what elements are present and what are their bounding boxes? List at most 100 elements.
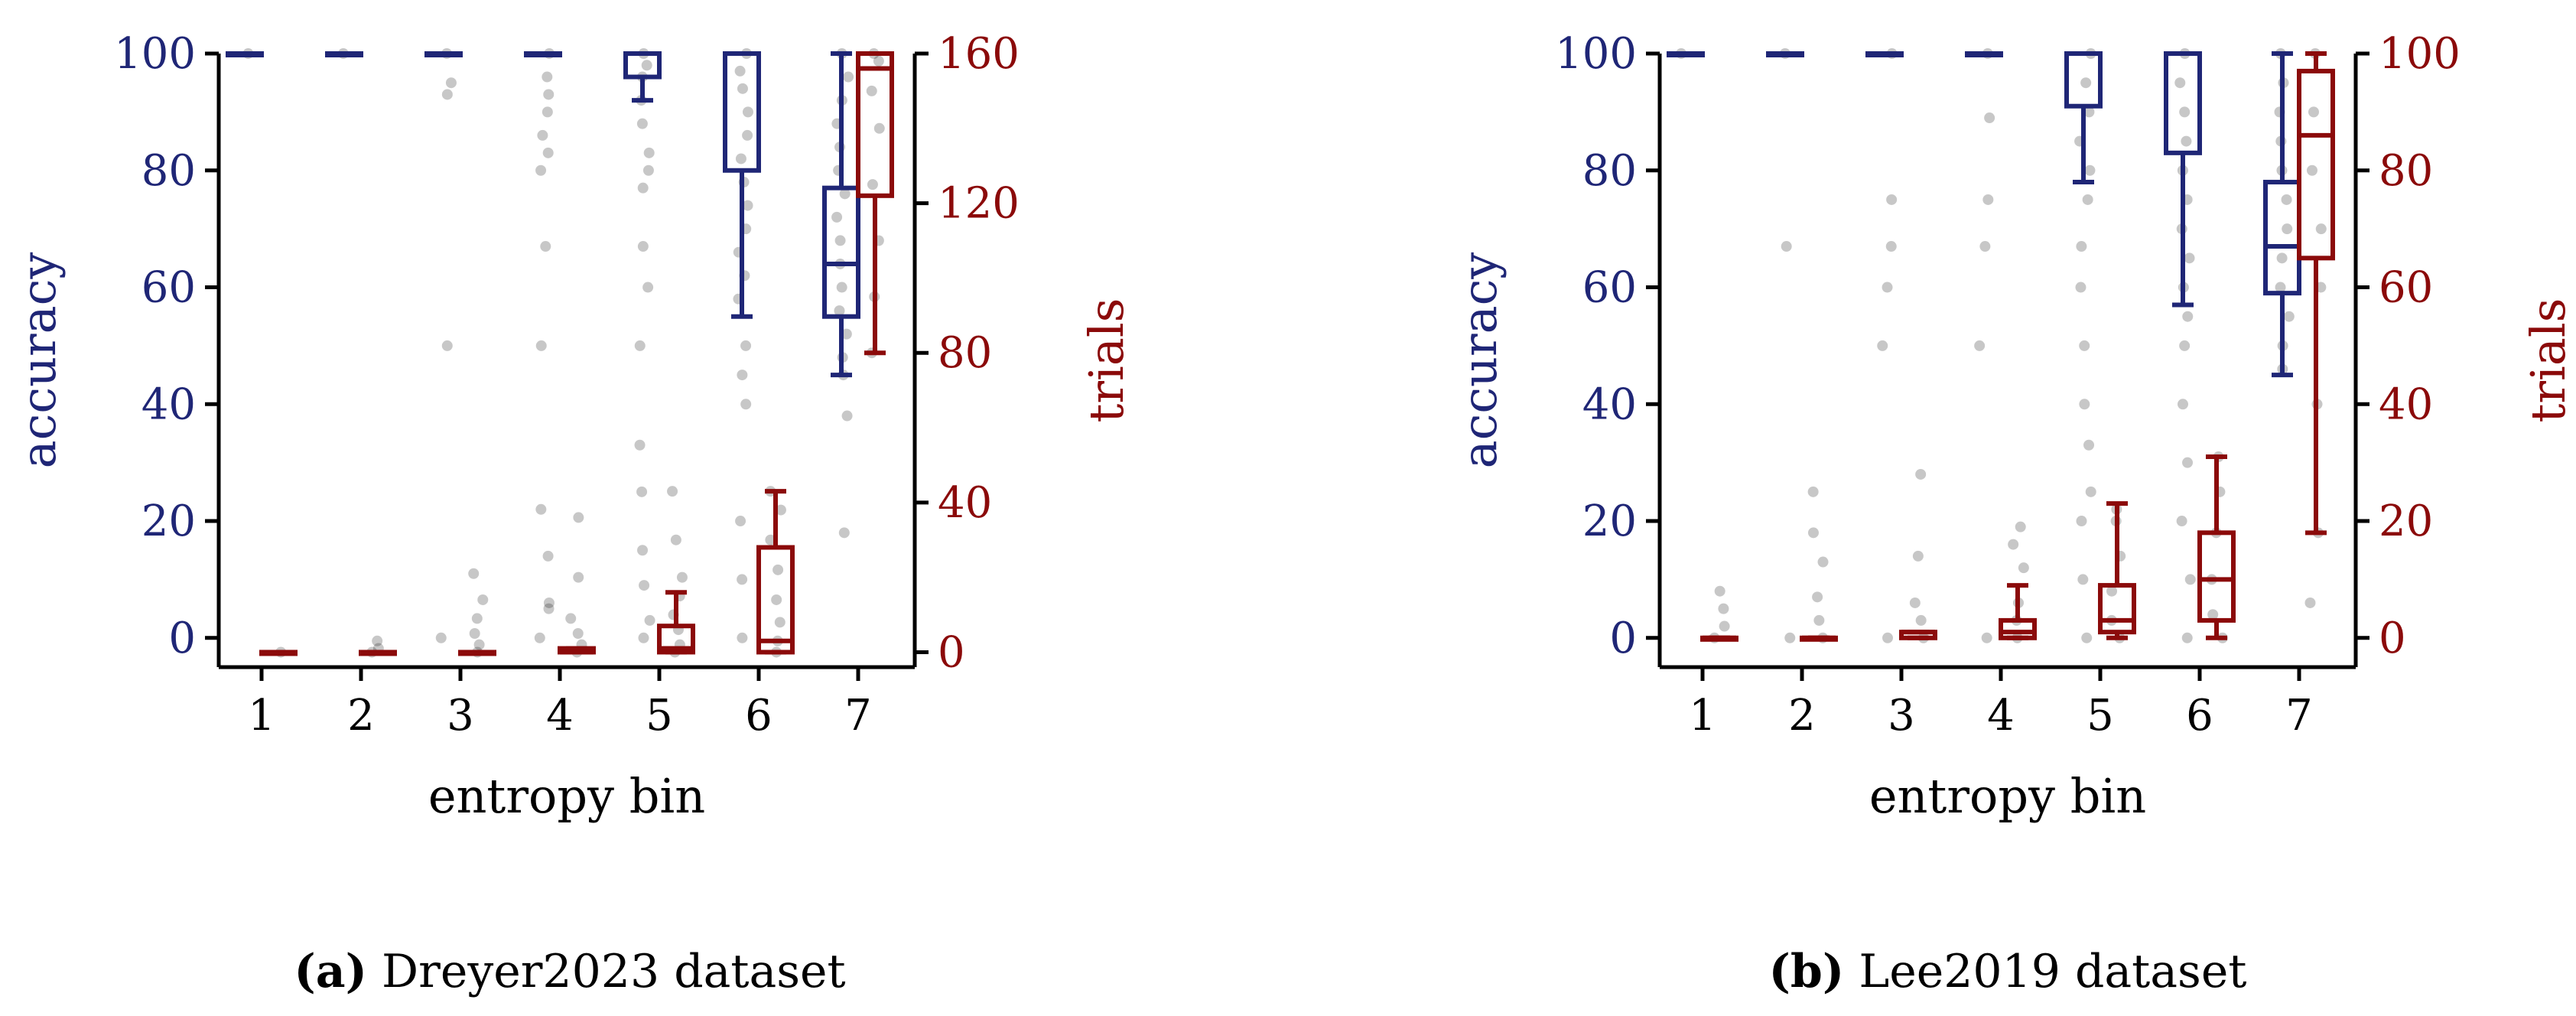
trials-point — [873, 122, 885, 134]
panel-caption: (a) Dreyer2023 dataset — [294, 945, 845, 998]
trials-point — [1807, 527, 1819, 539]
accuracy-point — [2085, 486, 2096, 497]
trials-point — [676, 572, 688, 583]
accuracy-point — [540, 241, 551, 252]
trials-point — [471, 613, 483, 624]
accuracy-box — [822, 51, 860, 378]
accuracy-point — [542, 147, 554, 158]
accuracy-point — [445, 77, 457, 89]
trials-point — [372, 635, 383, 646]
accuracy-point — [2075, 282, 2086, 293]
accuracy-point — [644, 614, 655, 626]
right-tick-label: 40 — [2379, 379, 2433, 429]
trials-point — [2008, 539, 2019, 550]
accuracy-point — [737, 83, 748, 94]
left-tick-label: 40 — [141, 379, 196, 429]
x-tick-label: 3 — [1888, 691, 1915, 741]
trials-point — [565, 613, 577, 624]
accuracy-point — [742, 106, 753, 118]
x-tick-label: 2 — [1788, 691, 1816, 741]
trials-point — [774, 617, 785, 628]
x-tick-label: 5 — [646, 691, 673, 741]
accuracy-point — [742, 200, 753, 211]
accuracy-point — [435, 632, 447, 643]
x-tick-label: 7 — [2285, 691, 2313, 741]
accuracy-point — [636, 486, 648, 497]
trials-iqr — [1999, 617, 2037, 640]
accuracy-point — [2082, 194, 2093, 205]
accuracy-point — [2184, 252, 2195, 264]
accuracy-iqr — [822, 185, 860, 319]
accuracy-point — [843, 71, 854, 83]
accuracy-point — [2076, 516, 2087, 527]
accuracy-box — [226, 51, 264, 57]
accuracy-point — [2283, 311, 2295, 322]
accuracy-box — [524, 51, 562, 57]
trials-box — [259, 650, 298, 656]
accuracy-point — [2282, 223, 2293, 235]
left-axis-label: accuracy — [1452, 252, 1508, 469]
right-tick-label: 0 — [938, 627, 965, 677]
accuracy-point — [637, 241, 649, 252]
accuracy-box — [325, 51, 363, 57]
accuracy-box — [424, 51, 463, 57]
accuracy-box — [1965, 51, 2003, 57]
left-tick-label: 20 — [1582, 497, 1637, 546]
accuracy-point — [2181, 632, 2193, 643]
trials-box — [2098, 501, 2136, 640]
accuracy-point — [1877, 340, 1888, 351]
caption-text: Dreyer2023 dataset — [367, 945, 846, 998]
accuracy-point — [535, 503, 547, 515]
caption-text: Lee2019 dataset — [1844, 945, 2246, 998]
accuracy-point — [735, 153, 746, 164]
trials-box — [2197, 454, 2236, 640]
trials-point — [2306, 164, 2317, 176]
scatter-points — [1676, 48, 2327, 643]
accuracy-point — [831, 211, 843, 223]
trials-point — [573, 572, 584, 583]
trials-point — [2308, 106, 2320, 118]
trials-box — [359, 650, 397, 656]
accuracy-point — [737, 370, 748, 381]
trials-point — [469, 627, 480, 639]
scatter-points — [242, 48, 885, 658]
left-tick-label: 40 — [1582, 379, 1637, 429]
trials-point — [2304, 597, 2316, 608]
x-tick-label: 1 — [248, 691, 275, 741]
accuracy-point — [639, 580, 650, 591]
trials-box — [1700, 635, 1738, 642]
left-tick-label: 20 — [141, 497, 196, 546]
accuracy-point — [836, 282, 847, 293]
accuracy-point — [2076, 241, 2087, 252]
accuracy-box — [2164, 51, 2202, 308]
accuracy-point — [2080, 77, 2092, 89]
x-axis-label: entropy bin — [428, 768, 705, 824]
accuracy-point — [638, 632, 649, 643]
accuracy-point — [1885, 241, 1897, 252]
accuracy-point — [2281, 194, 2292, 205]
accuracy-point — [2079, 399, 2090, 410]
trials-iqr — [2297, 68, 2335, 261]
caption-tag: (b) — [1769, 945, 1845, 998]
accuracy-point — [834, 235, 846, 246]
accuracy-point — [2077, 574, 2089, 585]
trials-point — [873, 55, 884, 67]
accuracy-point — [535, 340, 547, 351]
accuracy-point — [2081, 632, 2093, 643]
right-tick-label: 0 — [2379, 614, 2406, 663]
trials-box — [756, 489, 795, 655]
x-tick-label: 6 — [2186, 691, 2213, 741]
right-tick-label: 80 — [938, 328, 992, 378]
accuracy-point — [740, 399, 752, 410]
accuracy-point — [1981, 632, 1992, 643]
panel-b: 0 20 40 60 80 100 0 20 40 60 80 100 1 2 3 4 5 6 7 entropy b… — [1452, 29, 2576, 998]
trials-box — [458, 650, 496, 656]
panel-a: 0 20 40 60 80 100 0 40 80 120 160 1 2 3 4 5 6 7 entropy bi… — [11, 29, 1134, 998]
left-tick-label: 80 — [141, 146, 196, 196]
trials-point — [1718, 603, 1729, 614]
accuracy-point — [1882, 632, 1894, 643]
accuracy-point — [543, 89, 555, 100]
accuracy-point — [2179, 106, 2191, 118]
accuracy-point — [642, 282, 654, 293]
x-tick-label: 1 — [1689, 691, 1716, 741]
